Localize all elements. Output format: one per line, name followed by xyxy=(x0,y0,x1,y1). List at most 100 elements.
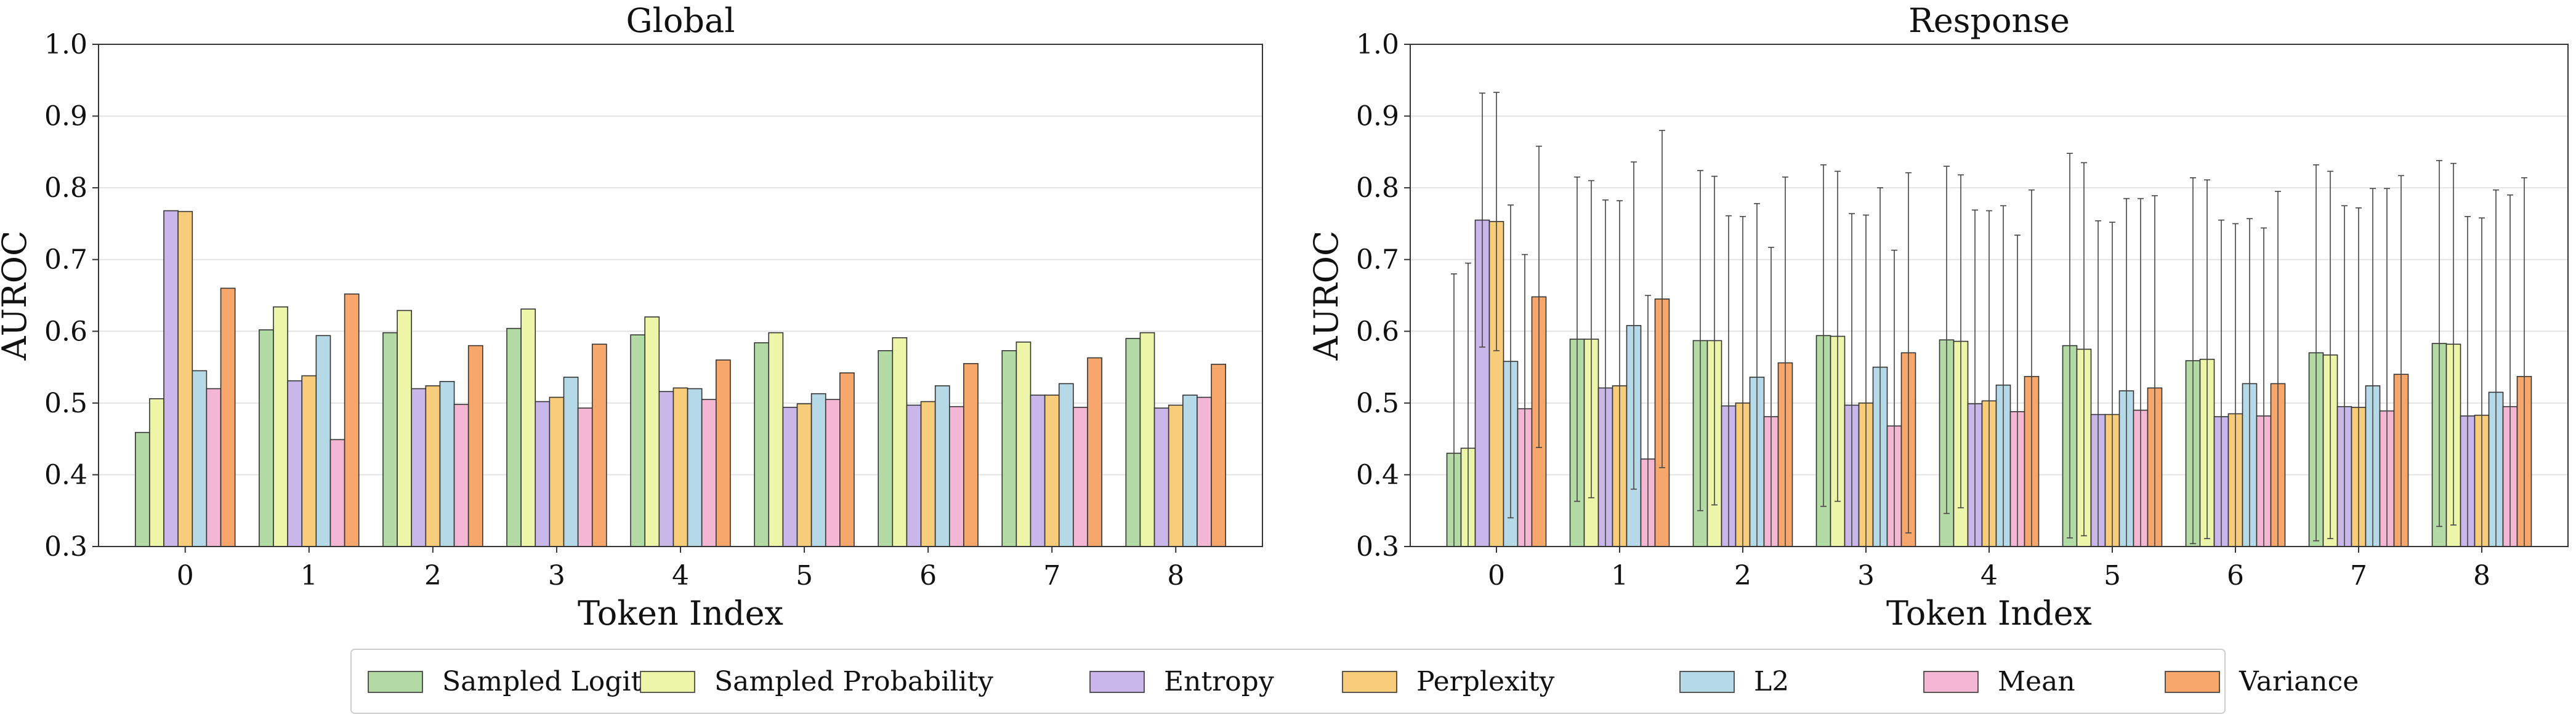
bar xyxy=(658,391,674,547)
bar xyxy=(1073,407,1088,547)
x-tick-label: 0 xyxy=(1488,560,1505,591)
response-chart: 0.3 0.4 0.5 0.6 0.7 0.8 0.9 1.0 0 1 2 3 4 5 6 7 8 Respons… xyxy=(1307,1,2569,633)
bar xyxy=(397,310,412,547)
bar xyxy=(439,381,455,547)
x-tick-label: 4 xyxy=(672,560,689,591)
legend-label: Sampled Probability xyxy=(714,666,993,697)
bar xyxy=(963,363,979,547)
bar xyxy=(1197,396,1212,547)
bar xyxy=(1153,407,1169,547)
bar xyxy=(796,403,812,547)
x-tick-label: 2 xyxy=(1734,560,1751,591)
x-tick-label: 5 xyxy=(2104,560,2121,591)
legend-swatch xyxy=(2165,671,2220,693)
bar xyxy=(220,287,236,547)
x-tick-label: 4 xyxy=(1980,560,1998,591)
x-tick-label: 8 xyxy=(2473,560,2490,591)
legend-label: Sampled Logit xyxy=(442,666,642,697)
bar xyxy=(630,334,645,547)
bar xyxy=(192,370,208,547)
bar xyxy=(825,399,841,547)
bar xyxy=(1168,404,1184,547)
legend-label: Perplexity xyxy=(1416,666,1555,697)
bar xyxy=(563,377,579,547)
bar xyxy=(701,399,717,547)
bar xyxy=(301,375,317,547)
bar xyxy=(920,401,936,547)
y-tick-label: 0.9 xyxy=(1356,101,1399,132)
y-tick-label: 0.3 xyxy=(44,531,87,563)
x-tick-label: 6 xyxy=(2227,560,2244,591)
bar xyxy=(1125,338,1141,547)
x-tick-label: 8 xyxy=(1167,560,1184,591)
bar xyxy=(206,388,222,547)
bar xyxy=(934,385,950,547)
bar xyxy=(906,404,922,547)
bar xyxy=(1044,395,1060,547)
y-tick-label: 0.9 xyxy=(44,101,87,132)
plot-frame xyxy=(1410,44,2569,547)
x-tick-label: 1 xyxy=(1611,560,1628,591)
bar xyxy=(591,343,607,547)
plot-frame xyxy=(98,44,1263,547)
bar xyxy=(273,306,288,547)
legend: Sampled Logit Sampled Probability Entropy P… xyxy=(350,649,2359,714)
bar xyxy=(1001,350,1017,547)
bar xyxy=(644,316,660,547)
legend-swatch xyxy=(368,671,423,693)
y-axis-label: AUROC xyxy=(1307,231,1346,361)
legend-swatch xyxy=(1342,671,1397,693)
x-tick-label: 2 xyxy=(424,560,442,591)
y-tick-label: 0.6 xyxy=(44,316,87,347)
bar xyxy=(315,335,331,547)
legend-label: Mean xyxy=(1998,666,2075,697)
bar xyxy=(1182,395,1198,547)
legend-label: L2 xyxy=(1754,666,1789,697)
global-chart: 0.3 0.4 0.5 0.6 0.7 0.8 0.9 1.0 0 1 2 3 4 5 6 7 8 Global T… xyxy=(0,1,1263,633)
bar xyxy=(344,293,360,547)
y-tick-label: 0.8 xyxy=(1356,172,1399,204)
y-tick-label: 1.0 xyxy=(44,29,87,60)
chart-title: Global xyxy=(626,1,735,40)
x-tick-label: 7 xyxy=(1043,560,1060,591)
bar xyxy=(839,372,855,547)
bar xyxy=(520,308,536,547)
bar xyxy=(259,329,274,547)
y-tick-label: 0.7 xyxy=(1356,244,1399,276)
y-tick-label: 0.6 xyxy=(1356,316,1399,347)
bar xyxy=(1030,395,1046,547)
bar xyxy=(672,387,688,547)
bar xyxy=(149,398,164,547)
bar xyxy=(382,332,398,547)
chart-title: Response xyxy=(1908,1,2070,40)
legend-swatch xyxy=(1923,671,1979,693)
x-axis-label: Token Index xyxy=(1886,594,2092,633)
bar xyxy=(411,388,427,547)
bar xyxy=(949,406,964,547)
x-tick-label: 0 xyxy=(177,560,194,591)
bar xyxy=(535,401,551,547)
bar xyxy=(687,388,703,547)
bar xyxy=(1211,364,1226,547)
bar xyxy=(810,393,826,547)
bar xyxy=(878,350,894,547)
x-tick-label: 3 xyxy=(1857,560,1875,591)
legend-box xyxy=(350,649,2226,714)
bar xyxy=(549,396,565,547)
y-tick-label: 0.3 xyxy=(1356,531,1399,563)
x-tick-label: 7 xyxy=(2350,560,2367,591)
x-tick-label: 1 xyxy=(301,560,318,591)
bar xyxy=(329,439,345,547)
y-tick-label: 0.4 xyxy=(1356,459,1399,491)
legend-swatch xyxy=(1679,671,1735,693)
bar xyxy=(577,407,593,547)
legend-swatch xyxy=(1089,671,1145,693)
bar xyxy=(135,431,150,547)
y-tick-label: 1.0 xyxy=(1356,29,1399,60)
bar xyxy=(1139,332,1155,547)
y-tick-label: 0.5 xyxy=(44,388,87,419)
x-tick-label: 6 xyxy=(919,560,937,591)
bar xyxy=(892,337,908,547)
bar xyxy=(716,359,731,547)
